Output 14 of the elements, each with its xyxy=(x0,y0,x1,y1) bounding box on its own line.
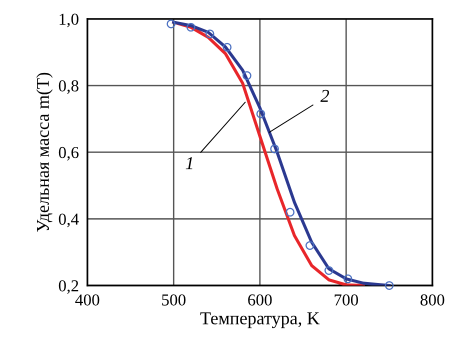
x-tick-label: 500 xyxy=(162,294,186,306)
y-tick-label: 1,0 xyxy=(60,14,78,28)
annotation: 2 xyxy=(320,90,330,102)
x-tick-label: 700 xyxy=(334,294,358,306)
x-tick-label: 400 xyxy=(75,294,100,306)
y-tick-label: 0,4 xyxy=(58,214,79,228)
y-tick-label: 0,6 xyxy=(58,146,79,161)
y-axis-title: Удельная масса m(T) xyxy=(36,72,53,232)
y-tick-label: 0,8 xyxy=(58,80,78,94)
x-axis-title: Температура, K xyxy=(200,312,320,328)
x-tick-label: 800 xyxy=(420,294,444,306)
x-tick-label: 600 xyxy=(248,294,272,306)
annotation: 1 xyxy=(186,157,192,170)
y-tick-label: 0,2 xyxy=(58,280,78,294)
